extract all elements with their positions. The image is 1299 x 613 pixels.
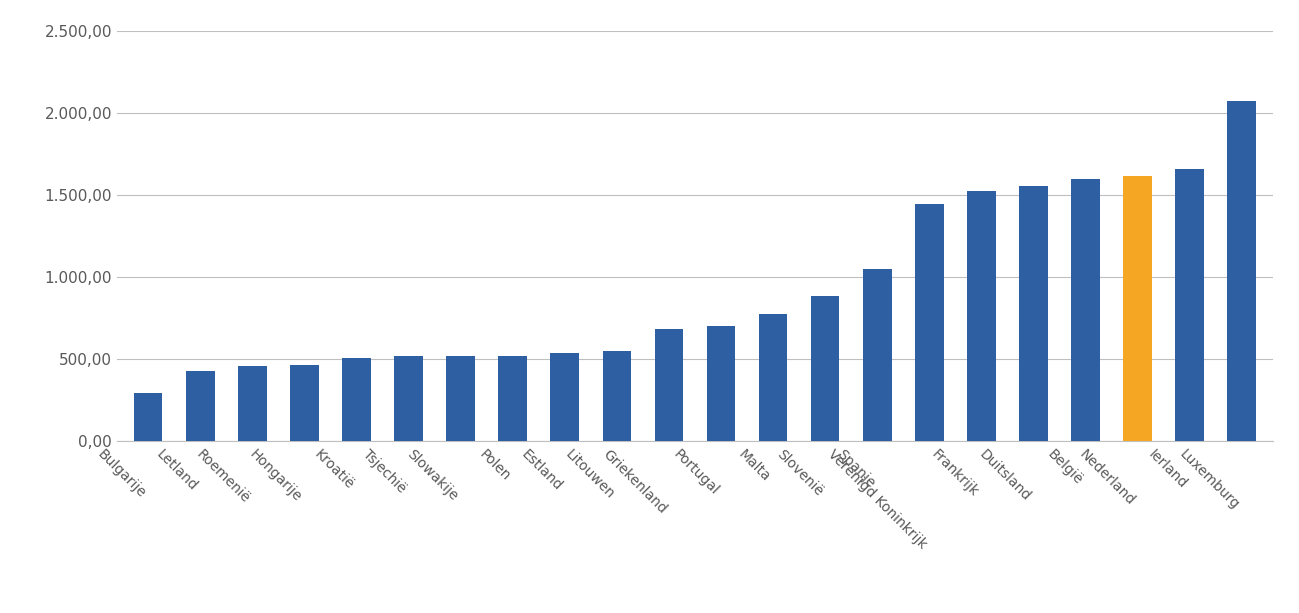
Bar [966, 191, 996, 441]
Bar [238, 367, 266, 441]
Bar [134, 394, 162, 441]
Bar [551, 352, 579, 441]
Bar [1072, 180, 1100, 441]
Bar [655, 329, 683, 441]
Bar [759, 314, 787, 441]
Bar [863, 269, 891, 441]
Bar [499, 356, 527, 441]
Bar [707, 326, 735, 441]
Bar [290, 365, 318, 441]
Bar [1176, 169, 1204, 441]
Bar [603, 351, 631, 441]
Bar [1228, 101, 1256, 441]
Bar [914, 204, 943, 441]
Bar [342, 359, 370, 441]
Bar [186, 371, 214, 441]
Bar [394, 356, 423, 441]
Bar [811, 296, 839, 441]
Bar [1124, 176, 1152, 441]
Bar [1020, 186, 1048, 441]
Bar [447, 356, 475, 441]
